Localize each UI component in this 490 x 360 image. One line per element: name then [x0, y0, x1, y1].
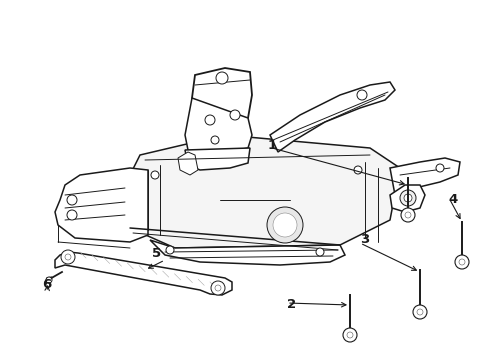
Circle shape: [436, 164, 444, 172]
Circle shape: [357, 90, 367, 100]
Polygon shape: [390, 158, 460, 195]
Circle shape: [216, 72, 228, 84]
Text: 3: 3: [360, 233, 369, 246]
Circle shape: [230, 110, 240, 120]
Circle shape: [211, 136, 219, 144]
Circle shape: [267, 207, 303, 243]
Polygon shape: [185, 148, 250, 170]
Circle shape: [405, 212, 411, 218]
Text: 5: 5: [152, 247, 161, 260]
Polygon shape: [150, 240, 345, 265]
Circle shape: [61, 250, 75, 264]
Circle shape: [413, 305, 427, 319]
Polygon shape: [192, 68, 252, 125]
Circle shape: [417, 309, 423, 315]
Polygon shape: [185, 98, 252, 155]
Text: 4: 4: [448, 193, 458, 206]
Polygon shape: [45, 277, 52, 283]
Circle shape: [343, 328, 357, 342]
Text: 6: 6: [42, 278, 51, 291]
Circle shape: [205, 115, 215, 125]
Circle shape: [166, 246, 174, 254]
Circle shape: [67, 195, 77, 205]
Polygon shape: [125, 135, 400, 248]
Circle shape: [151, 171, 159, 179]
Circle shape: [215, 285, 221, 291]
Polygon shape: [55, 168, 148, 242]
Polygon shape: [390, 185, 425, 212]
Circle shape: [400, 190, 416, 206]
Circle shape: [273, 213, 297, 237]
Text: 2: 2: [287, 298, 296, 311]
Polygon shape: [270, 82, 395, 152]
Circle shape: [455, 255, 469, 269]
Circle shape: [65, 254, 71, 260]
Circle shape: [404, 194, 412, 202]
Circle shape: [67, 210, 77, 220]
Text: 1: 1: [268, 139, 276, 152]
Circle shape: [347, 332, 353, 338]
Circle shape: [401, 208, 415, 222]
Circle shape: [459, 259, 465, 265]
Polygon shape: [55, 252, 232, 295]
Circle shape: [316, 248, 324, 256]
Polygon shape: [178, 152, 198, 175]
Circle shape: [354, 166, 362, 174]
Circle shape: [211, 281, 225, 295]
Circle shape: [46, 277, 52, 283]
